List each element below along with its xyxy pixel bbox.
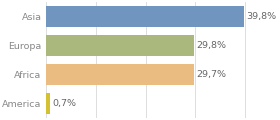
Text: 29,7%: 29,7% (196, 70, 226, 79)
Text: 39,8%: 39,8% (246, 12, 277, 21)
Bar (46, 64, 194, 85)
Bar (46, 93, 50, 114)
Text: 0,7%: 0,7% (52, 99, 76, 108)
Text: 29,8%: 29,8% (197, 41, 227, 50)
Bar (46, 6, 244, 27)
Bar (46, 35, 194, 56)
